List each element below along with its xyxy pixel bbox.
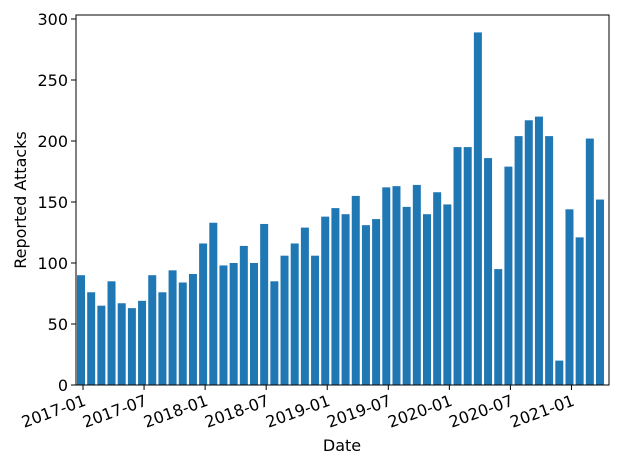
bar (565, 209, 574, 385)
bar (484, 158, 493, 385)
y-tick-label: 100 (37, 254, 68, 273)
x-tick-label: 2020-07 (446, 391, 515, 432)
bar (473, 32, 482, 386)
y-tick-label: 50 (48, 315, 68, 334)
x-tick-label: 2017-07 (80, 391, 149, 432)
bar (300, 227, 309, 385)
bar (199, 243, 208, 385)
bar (148, 275, 157, 385)
bar (463, 147, 472, 385)
bar (392, 186, 401, 385)
bar (382, 187, 391, 385)
bar (209, 222, 218, 385)
x-tick-label: 2017-01 (19, 391, 88, 432)
y-tick-label: 150 (37, 193, 68, 212)
bar (219, 265, 228, 385)
x-tick-label: 2018-01 (141, 391, 210, 432)
bar (168, 270, 177, 385)
y-tick-label: 250 (37, 71, 68, 90)
bar (433, 192, 442, 385)
y-axis-label: Reported Attacks (11, 131, 30, 269)
bar (97, 305, 106, 385)
bar (534, 116, 543, 385)
bar (453, 147, 462, 385)
y-tick-label: 0 (58, 376, 68, 395)
bar (361, 225, 370, 385)
bar (321, 216, 330, 385)
bar (270, 281, 279, 385)
bar (77, 275, 85, 385)
bar (107, 281, 116, 385)
x-tick-label: 2019-07 (324, 391, 393, 432)
x-axis-label: Date (323, 436, 361, 455)
bar (158, 292, 167, 385)
bar (87, 292, 96, 385)
bar (351, 195, 360, 385)
bar (290, 243, 299, 385)
y-tick-label: 200 (37, 132, 68, 151)
plot-frame (75, 14, 610, 386)
bar (117, 303, 126, 385)
bar (402, 206, 411, 385)
bar (127, 308, 136, 385)
x-tick-label: 2021-01 (508, 391, 577, 432)
bar (524, 120, 533, 385)
bar (514, 136, 523, 385)
bar (372, 219, 381, 385)
bar (504, 166, 513, 385)
bar (341, 214, 350, 385)
bar (178, 282, 187, 385)
bar (585, 138, 594, 385)
bar (280, 255, 289, 385)
bar (494, 269, 503, 385)
bar (423, 214, 431, 385)
bar (412, 184, 421, 385)
bar (443, 204, 452, 385)
bar (138, 300, 147, 385)
bar (188, 273, 197, 385)
bar (555, 360, 564, 385)
bar (250, 263, 258, 385)
bar (575, 237, 584, 385)
bar (545, 136, 554, 385)
bar (596, 199, 604, 385)
bar (311, 255, 320, 385)
y-tick-label: 300 (37, 10, 68, 29)
bar (229, 263, 238, 385)
x-tick-label: 2020-01 (385, 391, 454, 432)
bar (260, 223, 269, 385)
x-tick-label: 2018-07 (202, 391, 271, 432)
x-tick-label: 2019-01 (263, 391, 332, 432)
bar (331, 208, 340, 385)
bar (239, 245, 248, 385)
